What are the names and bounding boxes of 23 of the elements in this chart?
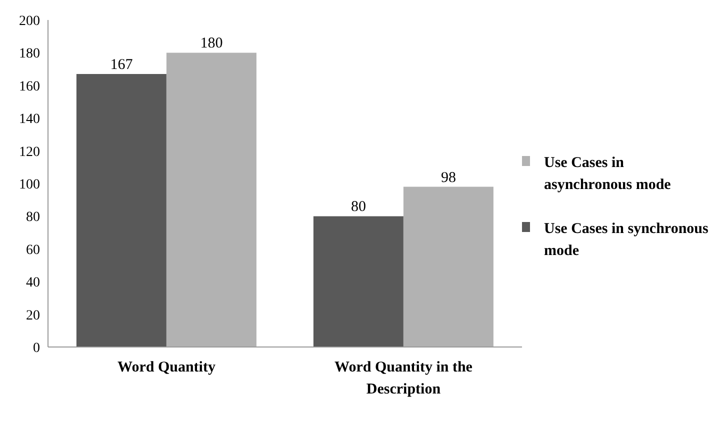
- y-tick-label: 80: [26, 210, 40, 226]
- bar: [166, 52, 256, 347]
- y-tick-label: 100: [19, 177, 40, 192]
- y-tick-label: 160: [19, 79, 40, 94]
- y-tick-label: 0: [33, 340, 40, 356]
- data-label: 80: [350, 199, 366, 216]
- y-tick-label: 140: [19, 112, 40, 128]
- y-tick-label: 180: [19, 46, 40, 62]
- bar: [76, 74, 166, 347]
- data-label: 167: [110, 56, 134, 73]
- x-tick-label: Word Quantity: [118, 360, 216, 376]
- x-tick-label: Word Quantity in the Description: [334, 360, 473, 398]
- legend-label: Use Cases in synchronous mode: [544, 220, 710, 260]
- bar: [313, 216, 404, 347]
- y-tick-label: 60: [26, 242, 40, 258]
- y-tick-label: 200: [19, 14, 40, 29]
- data-label: 180: [200, 36, 223, 52]
- y-tick-label: 120: [19, 144, 40, 160]
- bar: [403, 186, 494, 347]
- data-label: 98: [440, 170, 456, 186]
- legend-label: Use Cases in asynchronous mode: [544, 154, 672, 194]
- y-tick-label: 40: [26, 276, 40, 291]
- y-tick-label: 20: [26, 308, 40, 324]
